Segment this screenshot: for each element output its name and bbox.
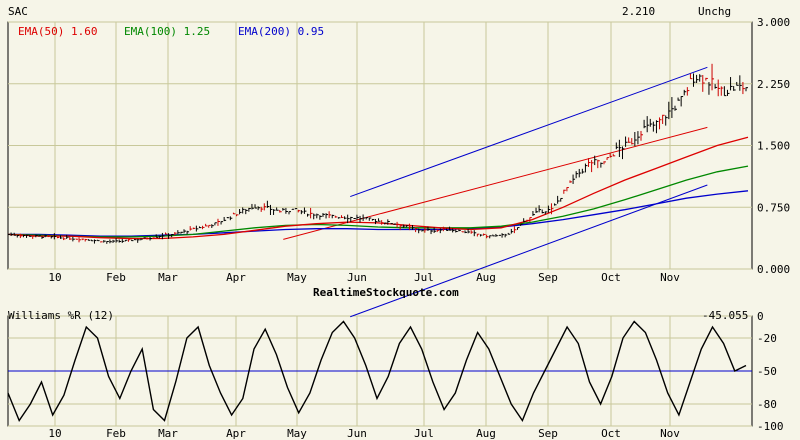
symbol-label: SAC xyxy=(8,5,28,18)
ema200-line xyxy=(8,190,749,237)
price-x-tick-label: Aug xyxy=(476,271,496,284)
indicator-y-tick-label: -20 xyxy=(757,332,777,345)
indicator-x-tick-label: Aug xyxy=(476,427,496,440)
price-x-tick-label: Feb xyxy=(106,271,126,284)
channel-mid-line xyxy=(283,126,708,240)
indicator-y-tick-label: -50 xyxy=(757,365,777,378)
ema-legend-item: EMA(200) 0.95 xyxy=(238,25,324,38)
indicator-x-tick-label: Jul xyxy=(414,427,434,440)
indicator-x-tick-label: Jun xyxy=(347,427,367,440)
williams-current-value: -45.055 xyxy=(702,309,748,322)
watermark-text: RealtimeStockquote.com xyxy=(313,286,459,299)
price-y-tick-label: 1.500 xyxy=(757,140,790,153)
price-x-tick-label: Jun xyxy=(347,271,367,284)
indicator-x-tick-label: Sep xyxy=(538,427,558,440)
price-y-tick-label: 2.250 xyxy=(757,78,790,91)
indicator-x-tick-label: Apr xyxy=(226,427,246,440)
williams-r-line xyxy=(7,320,747,422)
indicator-x-tick-label: Mar xyxy=(158,427,178,440)
price-x-tick-label: Sep xyxy=(538,271,558,284)
channel-lower-line xyxy=(350,184,708,318)
price-x-tick-label: 10 xyxy=(48,271,61,284)
price-x-tick-label: Apr xyxy=(226,271,246,284)
price-x-tick-label: Oct xyxy=(601,271,621,284)
price-x-tick-label: Jul xyxy=(414,271,434,284)
change-label: Unchg xyxy=(698,5,731,18)
price-x-tick-label: May xyxy=(287,271,307,284)
indicator-x-tick-label: Feb xyxy=(106,427,126,440)
ema-legend-item: EMA(50) 1.60 xyxy=(18,25,97,38)
indicator-x-tick-label: Nov xyxy=(660,427,680,440)
indicator-y-tick-label: -80 xyxy=(757,398,777,411)
indicator-x-tick-label: Oct xyxy=(601,427,621,440)
williams-title: Williams %R (12) xyxy=(8,309,114,322)
ema-legend-item: EMA(100) 1.25 xyxy=(124,25,210,38)
channel-upper-line xyxy=(350,66,708,198)
price-y-tick-label: 0.000 xyxy=(757,263,790,276)
price-x-tick-label: Mar xyxy=(158,271,178,284)
last-price: 2.210 xyxy=(622,5,655,18)
price-y-tick-label: 3.000 xyxy=(757,16,790,29)
indicator-x-tick-label: May xyxy=(287,427,307,440)
ema100-line xyxy=(7,165,749,238)
indicator-y-tick-label: -100 xyxy=(757,420,784,433)
indicator-y-tick-label: 0 xyxy=(757,310,764,323)
price-y-tick-label: 0.750 xyxy=(757,201,790,214)
ema50-line xyxy=(7,136,749,240)
price-x-tick-label: Nov xyxy=(660,271,680,284)
indicator-x-tick-label: 10 xyxy=(48,427,61,440)
